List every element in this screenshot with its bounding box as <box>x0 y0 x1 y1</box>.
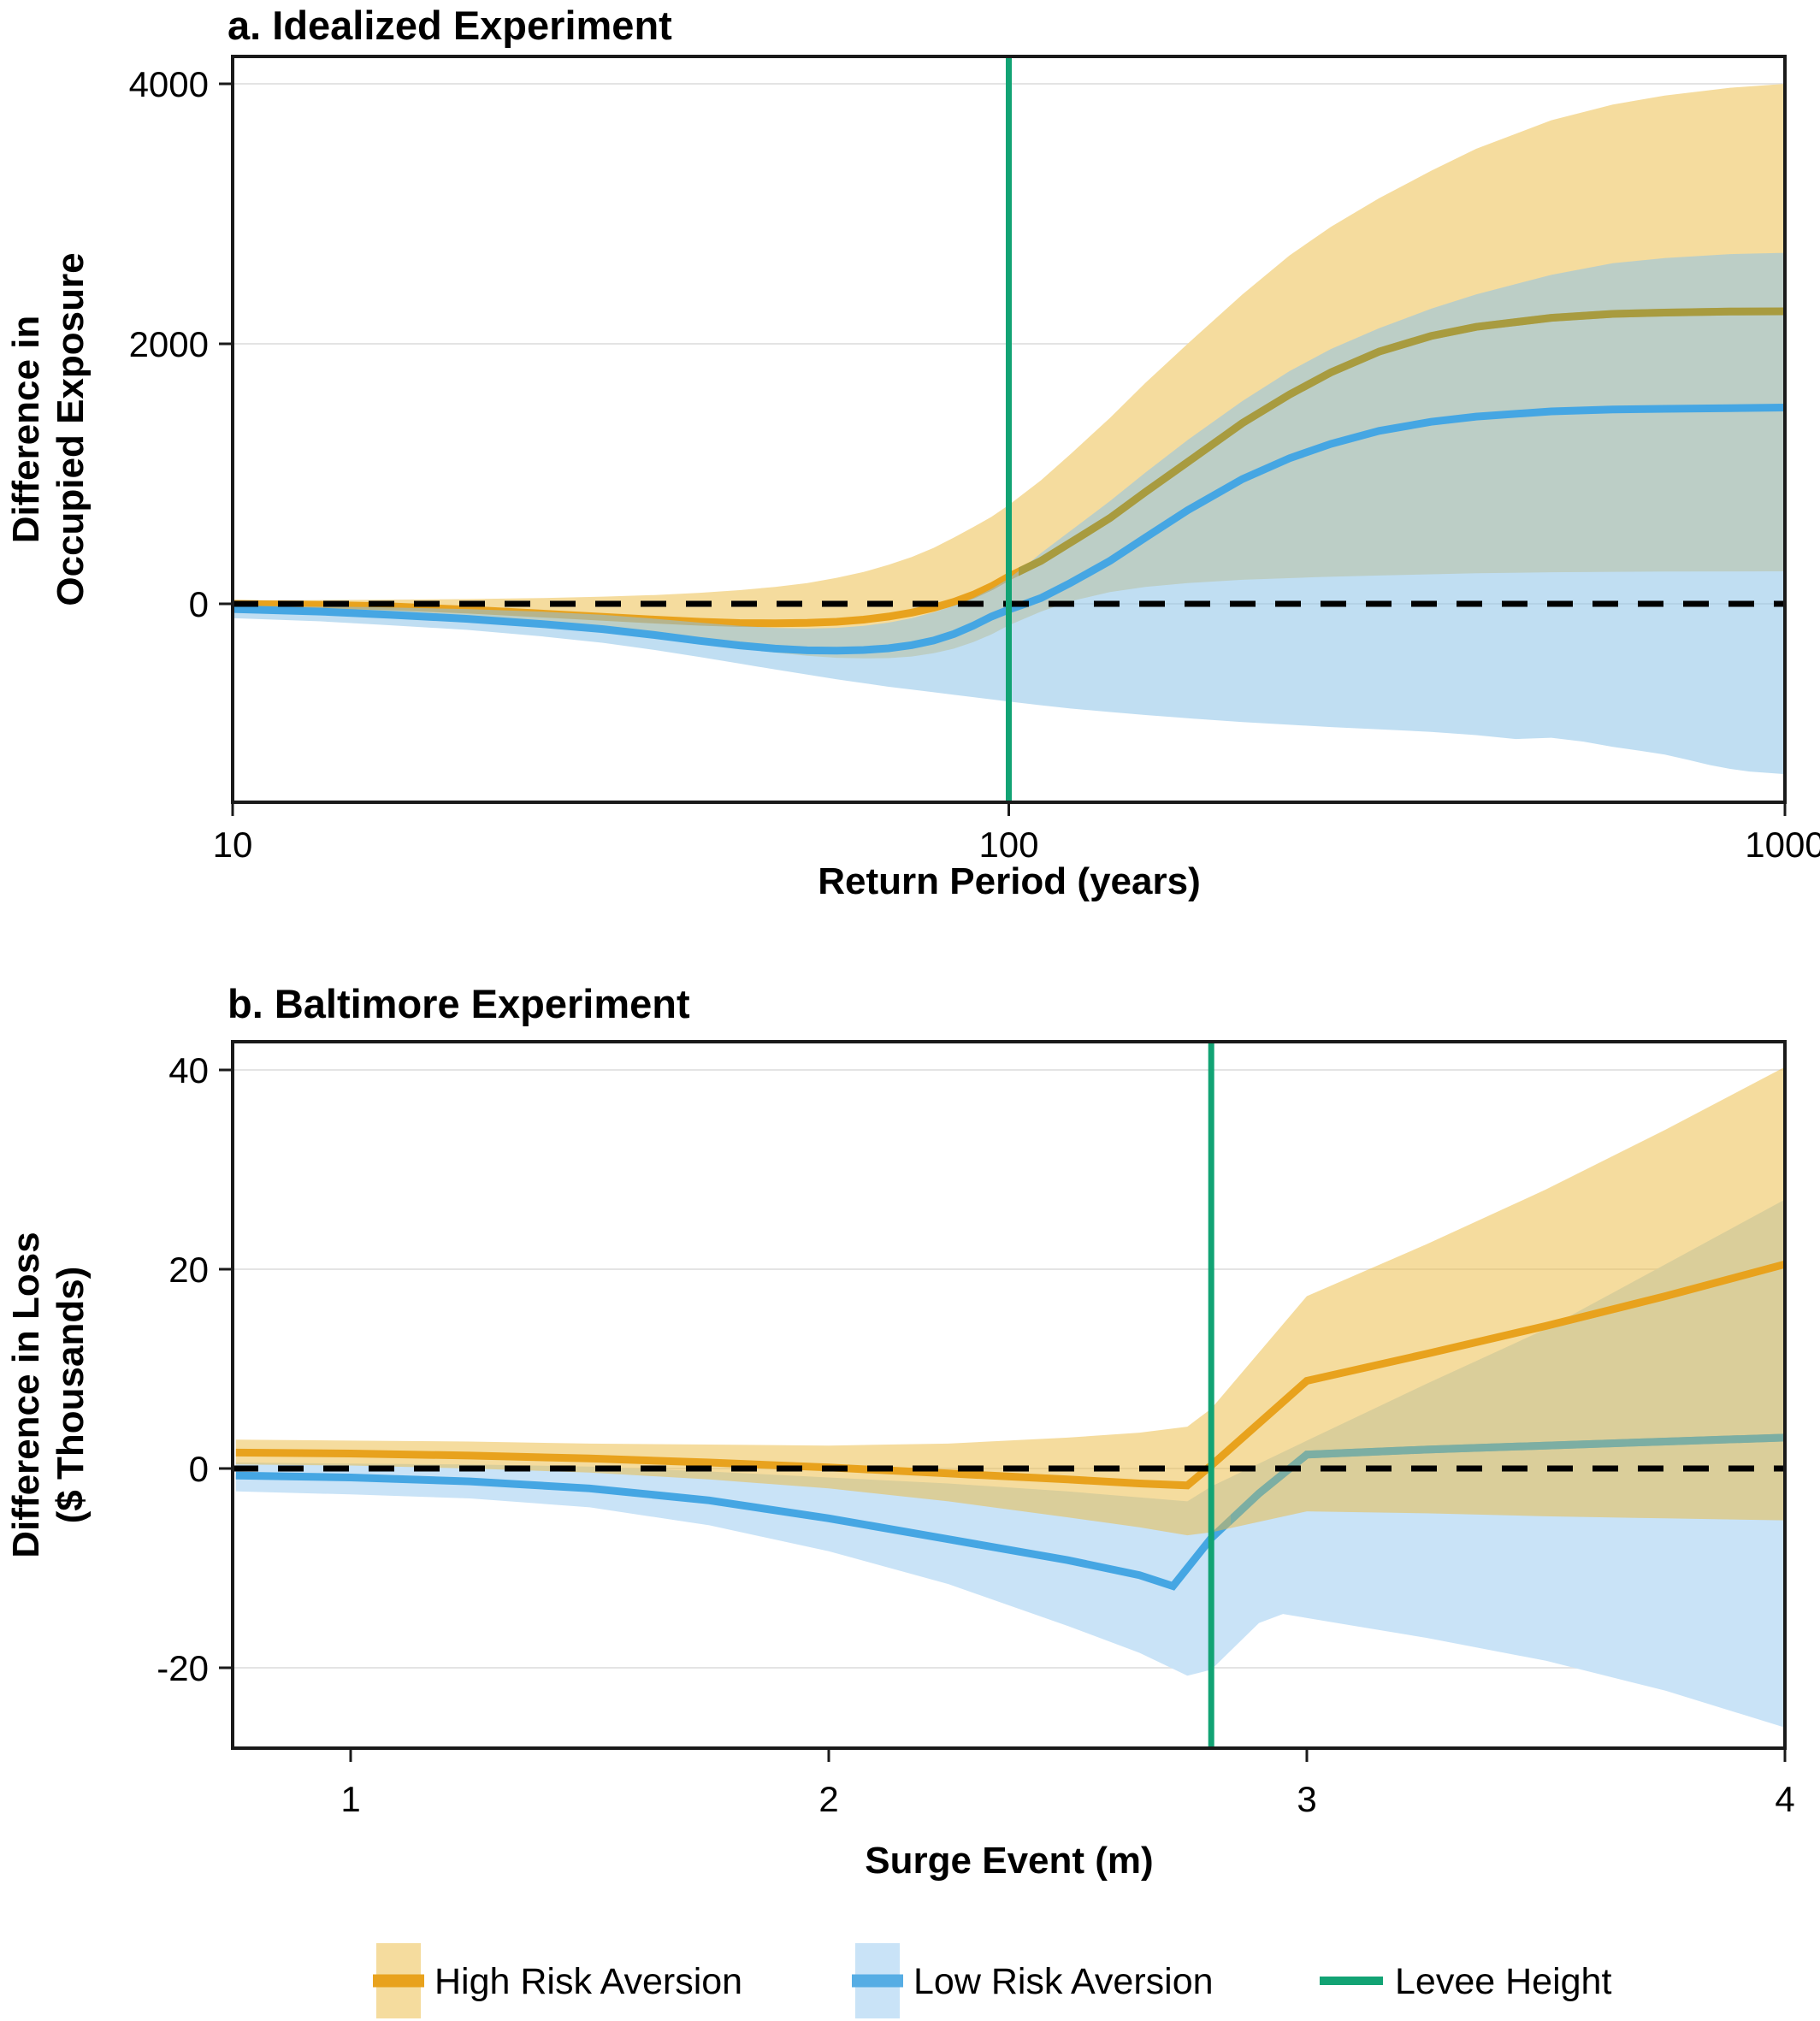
high-risk-band <box>235 1067 1785 1536</box>
y-tick-label: 40 <box>168 1050 209 1090</box>
x-tick-label: 10 <box>213 824 253 865</box>
x-tick-label: 4 <box>1775 1779 1794 1819</box>
legend-label-high: High Risk Aversion <box>434 1961 742 2002</box>
y-tick-label: 0 <box>189 584 209 624</box>
y-tick-label: 4000 <box>129 64 209 104</box>
high-risk-line-overlap-segment <box>1019 307 1785 576</box>
x-tick-label: 1 <box>340 1779 360 1819</box>
panel-b-title: b. Baltimore Experiment <box>228 981 690 1026</box>
legend: High Risk Aversion Low Risk Aversion Lev… <box>373 1943 1611 2018</box>
panel-b: b. Baltimore Experiment Difference in Lo… <box>5 981 1795 1882</box>
panel-b-ylabel-line1: Difference in Loss <box>5 1232 47 1557</box>
panel-a-xlabel: Return Period (years) <box>818 860 1200 902</box>
low-risk-band <box>235 1199 1785 1728</box>
legend-label-levee: Levee Height <box>1395 1961 1611 2002</box>
high-risk-line <box>235 1260 1787 1490</box>
x-tick-label: 100 <box>978 824 1038 865</box>
low-risk-band <box>233 252 1785 775</box>
panel-b-plot-area: 1 2 3 4 40 20 0 -20 <box>157 1040 1795 1819</box>
x-tick-label: 1000 <box>1745 824 1820 865</box>
panel-b-xlabel: Surge Event (m) <box>865 1840 1153 1882</box>
y-tick-label: -20 <box>157 1648 209 1688</box>
panel-a-ylabel-line2: Occupied Exposure <box>50 252 92 606</box>
y-tick-label: 0 <box>189 1449 209 1489</box>
low-risk-line <box>232 404 1786 655</box>
x-tick-label: 2 <box>818 1779 838 1819</box>
low-risk-line-overlap-segment <box>1231 1433 1785 1526</box>
panel-a: a. Idealized Experiment Difference in Oc… <box>5 3 1820 902</box>
panel-a-plot-area: 10 100 1000 4000 2000 0 <box>129 55 1820 865</box>
legend-label-low: Low Risk Aversion <box>913 1961 1214 2002</box>
y-tick-label: 2000 <box>129 324 209 364</box>
y-tick-label: 20 <box>168 1250 209 1290</box>
x-tick-label: 3 <box>1297 1779 1316 1819</box>
panel-a-ylabel-line1: Difference in <box>5 316 47 544</box>
panel-b-ylabel-line2: ($ Thousands) <box>50 1267 92 1524</box>
plot-frame <box>231 1040 1787 1750</box>
panel-a-title: a. Idealized Experiment <box>228 3 672 48</box>
